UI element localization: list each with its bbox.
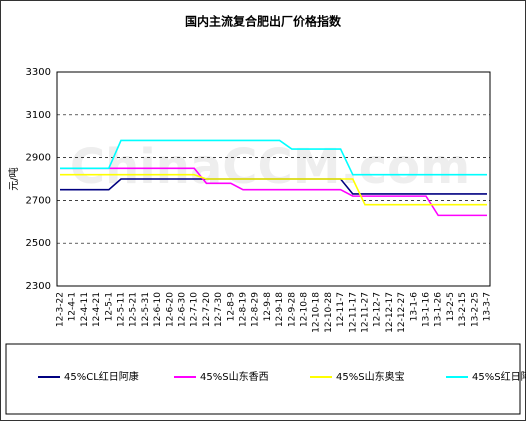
x-tick-label: 12-12-17: [385, 292, 395, 333]
chart-title: 国内主流复合肥出厂价格指数: [185, 14, 342, 29]
y-tick-label: 2900: [26, 153, 51, 164]
x-tick-label: 12-4-21: [92, 292, 102, 327]
x-tick-label: 12-10-28: [324, 292, 334, 333]
x-tick-label: 12-6-20: [165, 292, 175, 327]
x-tick-label: 12-5-31: [141, 292, 151, 327]
x-tick-label: 13-3-7: [483, 292, 493, 321]
y-tick-label: 3100: [26, 110, 51, 121]
x-tick-label: 12-11-17: [348, 292, 358, 333]
x-tick-label: 12-5-21: [129, 292, 139, 327]
series-line: [60, 173, 487, 206]
x-tick-label: 12-7-30: [214, 292, 224, 327]
y-tick-label: 2300: [26, 281, 51, 292]
legend-label: 45%CL红日阿康: [64, 370, 139, 383]
x-tick-label: 13-2-15: [458, 292, 468, 327]
x-tick-label: 12-12-27: [397, 292, 407, 333]
legend-label: 45%S山东香西: [200, 370, 269, 383]
x-tick-label: 12-9-28: [287, 292, 297, 327]
x-tick-label: 12-9-18: [275, 292, 285, 327]
x-tick-label: 12-4-1: [68, 292, 78, 321]
x-tick-label: 13-2-25: [470, 292, 480, 327]
x-tick-label: 13-1-6: [409, 292, 419, 322]
x-tick-label: 12-9-8: [263, 292, 273, 322]
x-tick-label: 13-1-16: [422, 292, 432, 327]
x-tick-label: 13-1-26: [434, 292, 444, 327]
legend-label: 45%S红日阿康: [472, 370, 526, 383]
watermark: ChinaCCM.com: [70, 139, 470, 195]
legend-box: [5, 343, 521, 415]
x-tick-label: 12-6-10: [153, 292, 163, 327]
x-tick-label: 12-10-8: [300, 292, 310, 327]
x-tick-label: 12-7-10: [190, 292, 200, 327]
x-tick-label: 12-11-7: [336, 292, 346, 327]
y-tick-label: 3300: [26, 67, 51, 78]
series-line: [60, 139, 487, 176]
y-tick-label: 2700: [26, 195, 51, 206]
x-tick-label: 13-2-5: [446, 292, 456, 321]
x-tick-label: 12-3-22: [56, 292, 66, 327]
y-axis-label: 元/吨: [7, 167, 20, 190]
x-tick-label: 12-6-30: [178, 292, 188, 327]
x-tick-label: 12-4-11: [80, 292, 90, 327]
series-line: [60, 167, 487, 217]
x-tick-label: 12-8-19: [239, 292, 249, 327]
y-tick-label: 2500: [26, 238, 51, 249]
x-tick-label: 12-8-9: [226, 292, 236, 322]
x-tick-label: 12-5-11: [117, 292, 127, 327]
x-tick-label: 12-10-18: [312, 292, 322, 333]
x-tick-label: 12-5-1: [104, 292, 114, 321]
x-tick-label: 12-8-29: [251, 292, 261, 327]
x-tick-label: 12-11-27: [361, 292, 371, 333]
x-tick-label: 12-7-20: [202, 292, 212, 327]
legend-label: 45%S山东奥宝: [336, 370, 405, 383]
x-tick-label: 12-12-7: [373, 292, 383, 327]
